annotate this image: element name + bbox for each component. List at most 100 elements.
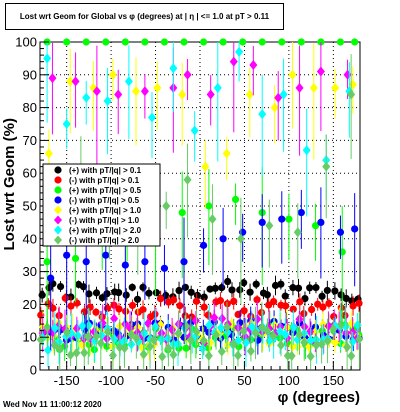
y-tick-label: 10	[23, 330, 37, 345]
data-point	[342, 294, 350, 303]
data-point	[288, 69, 297, 80]
data-point	[208, 214, 217, 225]
data-point	[164, 343, 173, 354]
data-point	[278, 215, 286, 223]
legend-label: (+) with pT/|q| > 2.0	[69, 226, 142, 235]
data-point	[133, 295, 142, 303]
data-point	[82, 92, 91, 103]
data-point	[306, 335, 315, 346]
data-point	[186, 335, 195, 346]
data-point	[289, 284, 297, 292]
data-point	[66, 76, 75, 87]
data-point	[84, 331, 93, 342]
y-tick-label: 100	[15, 35, 37, 50]
data-point	[103, 290, 111, 298]
data-point	[199, 335, 208, 346]
data-point	[228, 286, 236, 294]
data-point	[230, 297, 238, 305]
data-point	[343, 342, 352, 353]
data-point	[140, 328, 149, 339]
data-point	[355, 299, 363, 307]
data-point	[191, 315, 200, 326]
data-point	[49, 304, 57, 312]
data-point	[132, 333, 141, 344]
data-point	[337, 291, 345, 299]
data-point	[192, 297, 201, 305]
data-point	[102, 38, 110, 46]
data-point	[223, 322, 232, 333]
data-point	[151, 321, 160, 332]
data-point	[229, 56, 238, 67]
data-point	[114, 89, 123, 100]
data-point	[175, 286, 183, 295]
data-point	[206, 285, 214, 293]
legend-marker	[54, 176, 62, 184]
y-tick-label: 40	[23, 231, 37, 246]
y-axis-title: Lost wrt Geom (%)	[1, 118, 18, 251]
data-point	[146, 341, 155, 352]
data-point	[62, 327, 71, 338]
data-point	[63, 38, 71, 46]
data-point	[323, 336, 332, 347]
data-point	[204, 350, 213, 361]
data-point	[318, 292, 326, 300]
data-point	[229, 338, 238, 349]
data-point	[192, 326, 201, 337]
y-tick-label: 30	[23, 264, 37, 279]
data-point	[239, 38, 247, 46]
data-point	[337, 319, 346, 330]
data-point	[219, 235, 227, 243]
data-point	[312, 340, 321, 351]
data-point	[145, 289, 153, 297]
data-point	[217, 346, 226, 357]
data-point	[296, 298, 304, 306]
data-point	[122, 291, 130, 299]
data-point	[103, 96, 112, 107]
x-tick-label: 100	[278, 373, 300, 388]
y-tick-label: 90	[23, 67, 37, 82]
data-point	[270, 319, 279, 330]
data-point	[198, 343, 207, 354]
data-point	[222, 148, 231, 159]
data-point	[294, 284, 303, 292]
data-point	[351, 38, 359, 46]
data-point	[218, 313, 227, 324]
data-point	[211, 284, 219, 292]
data-point	[199, 241, 208, 249]
data-point	[103, 327, 112, 338]
data-point	[80, 308, 89, 316]
data-point	[240, 307, 248, 315]
data-point	[43, 258, 51, 266]
data-point	[336, 38, 345, 46]
data-point	[79, 283, 88, 291]
data-point	[121, 38, 129, 46]
legend-marker	[54, 235, 62, 245]
data-point	[66, 350, 75, 361]
data-point	[108, 350, 117, 361]
data-point	[201, 161, 210, 172]
data-point	[347, 89, 356, 100]
data-point	[121, 319, 130, 330]
legend-label: (-) with pT/|q| > 0.5	[69, 196, 140, 205]
data-point	[249, 59, 258, 70]
data-point	[300, 310, 308, 318]
data-point	[270, 297, 278, 306]
data-point	[73, 330, 82, 341]
data-point	[265, 220, 274, 231]
data-point	[44, 148, 53, 159]
legend-marker	[54, 215, 62, 225]
data-point	[139, 283, 147, 291]
data-point	[102, 251, 110, 259]
data-point	[44, 345, 53, 356]
data-point	[200, 293, 208, 301]
data-point	[149, 334, 158, 345]
y-tick-label: 60	[23, 166, 37, 181]
data-point	[331, 287, 339, 295]
data-point	[239, 326, 248, 337]
x-axis-title: φ (degrees)	[278, 389, 360, 406]
data-point	[115, 288, 123, 297]
data-point	[160, 264, 169, 272]
data-point	[213, 82, 222, 93]
data-point	[258, 38, 266, 46]
